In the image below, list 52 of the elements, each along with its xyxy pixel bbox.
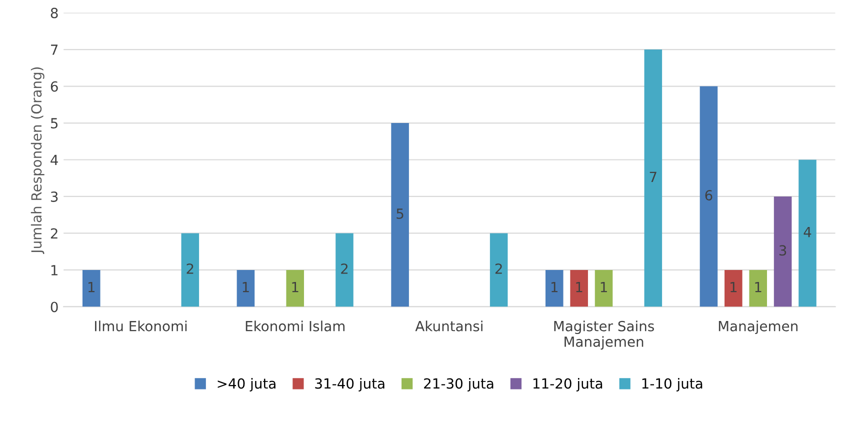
bar [570,270,588,307]
x-tick-label: Ilmu Ekonomi [95,320,187,332]
y-tick-label: 2 [50,228,58,239]
y-tick-label: 7 [51,44,58,55]
data-label: 1 [576,282,582,292]
data-label: 1 [292,282,298,292]
data-label: 6 [705,190,712,201]
bar [724,270,742,307]
data-label: 2 [495,264,502,274]
data-label: 5 [396,208,404,219]
bar [181,233,200,307]
data-label: 1 [755,282,762,292]
bar [546,270,564,307]
x-tick-label: Manajemen [718,320,798,334]
legend-label: 31-40 juta [315,378,384,392]
data-label: 7 [650,172,656,182]
legend-label: >40 juta [218,378,276,392]
y-tick-label: 4 [50,154,58,166]
bar [594,270,613,307]
legend-label: 21-30 juta [424,378,494,392]
bar [236,270,255,307]
bar [644,50,662,307]
data-label: 1 [88,282,95,292]
data-label: 1 [600,282,607,292]
data-label: 2 [186,264,194,274]
bar [82,270,100,307]
bar [490,233,508,307]
bar [700,86,718,307]
data-label: 1 [242,282,249,292]
y-tick-label: 1 [51,265,58,276]
bar [749,270,767,307]
bar [798,160,816,307]
data-label: 4 [804,226,812,238]
y-tick-label: 0 [50,302,58,312]
x-tick-label: Akuntansi [415,320,482,332]
bar [286,270,304,307]
x-tick-label: Magister Sains Manajemen [554,320,654,350]
data-label: 2 [341,264,348,274]
data-label: 1 [551,282,558,292]
legend-label: 1-10 juta [642,378,702,392]
x-tick-label: Ekonomi Islam [246,320,344,332]
y-tick-label: 8 [50,8,58,18]
y-tick-label: 5 [50,118,58,128]
legend-label: 11-20 juta [533,378,602,392]
bar [774,196,792,307]
data-label: 1 [730,282,737,292]
y-axis-title: Jumlah Responden (Orang) [30,67,44,254]
data-label: 3 [779,245,786,256]
y-tick-label: 3 [50,191,58,202]
y-tick-label: 6 [50,81,58,92]
bar [391,123,409,307]
bar [336,233,354,307]
